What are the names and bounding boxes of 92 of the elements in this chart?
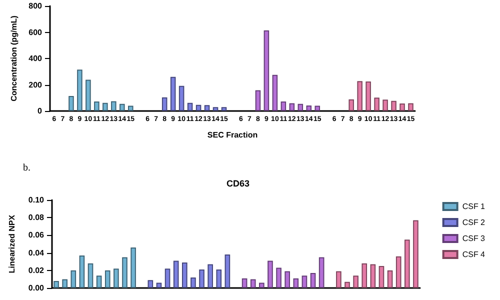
bar — [190, 277, 196, 288]
bar — [344, 282, 350, 288]
y-tick-label: 200 — [28, 80, 43, 90]
bar — [204, 105, 210, 111]
bar — [284, 271, 290, 288]
x-axis-title: SEC Fraction — [207, 130, 258, 140]
bar — [62, 279, 68, 288]
bar — [400, 104, 405, 111]
bar — [314, 106, 320, 111]
y-tick-label: 0.08 — [28, 213, 45, 222]
bar — [250, 279, 256, 288]
bar — [357, 81, 362, 111]
bar — [86, 80, 91, 111]
bar — [396, 256, 402, 288]
bar — [391, 100, 396, 111]
bar — [382, 100, 388, 111]
bar — [199, 270, 204, 288]
bar — [280, 102, 286, 111]
legend-label: CSF 4 — [462, 250, 486, 259]
bar — [79, 255, 85, 288]
bar — [102, 102, 108, 111]
bar — [88, 263, 94, 288]
bar — [298, 104, 304, 111]
bar — [70, 270, 76, 288]
bar — [362, 263, 368, 288]
bar — [348, 99, 354, 111]
bar — [289, 103, 295, 111]
bar — [413, 220, 418, 288]
bar — [404, 240, 410, 288]
bar — [128, 106, 134, 111]
y-tick-label: 0 — [38, 106, 43, 116]
bar — [259, 282, 264, 288]
bar — [293, 278, 299, 288]
bar — [54, 280, 59, 288]
bar — [164, 268, 170, 288]
bar — [268, 260, 273, 288]
y-tick-label: 0.00 — [28, 284, 45, 292]
y-tick-label: 600 — [28, 28, 43, 37]
bar — [353, 276, 358, 288]
bar — [104, 270, 110, 288]
bar — [120, 104, 125, 111]
bar — [272, 74, 278, 111]
bar — [187, 102, 193, 111]
bar — [216, 270, 222, 288]
bar — [318, 257, 324, 288]
bar — [208, 264, 213, 288]
bar — [366, 81, 371, 111]
bar — [182, 262, 188, 288]
bar — [378, 266, 384, 288]
bar — [264, 30, 270, 111]
bar — [212, 107, 218, 111]
legend-label: CSF 1 — [462, 202, 486, 211]
y-tick-label: 800 — [28, 2, 43, 10]
bar — [310, 273, 316, 288]
bar — [111, 101, 116, 111]
bar — [178, 86, 184, 111]
bar — [196, 104, 202, 111]
y-tick-label: 0.04 — [28, 248, 45, 258]
legend-label: CSF 3 — [462, 234, 486, 243]
bar — [173, 260, 179, 288]
legend-label: CSF 2 — [462, 218, 486, 227]
bar — [170, 76, 176, 111]
bar — [255, 90, 261, 111]
bar — [302, 276, 308, 288]
bar — [122, 257, 128, 288]
bar — [374, 98, 380, 111]
bar — [68, 96, 74, 111]
text: b. — [23, 162, 30, 174]
y-tick-label: 0.10 — [28, 196, 45, 204]
bar — [130, 248, 136, 288]
bar — [387, 270, 393, 288]
y-axis-title: Concentration (pg/mL) — [9, 15, 18, 102]
bar — [77, 70, 82, 111]
y-tick-label: 0.02 — [28, 266, 45, 275]
bar — [306, 105, 312, 111]
bar — [114, 268, 119, 288]
bar — [96, 276, 102, 288]
bar — [370, 264, 376, 288]
chart-title: CD63 — [226, 178, 250, 188]
bar — [242, 278, 248, 288]
bar — [408, 103, 414, 111]
y-axis-title: Linearized NPX — [8, 214, 16, 274]
bar — [224, 254, 230, 288]
bar — [148, 280, 154, 288]
bar — [221, 107, 227, 111]
bar — [336, 271, 342, 288]
bar — [94, 102, 100, 111]
bar — [276, 268, 282, 288]
y-tick-label: 400 — [28, 54, 43, 63]
bar — [156, 282, 162, 288]
y-tick-label: 0.06 — [28, 230, 45, 240]
bar — [162, 97, 168, 111]
